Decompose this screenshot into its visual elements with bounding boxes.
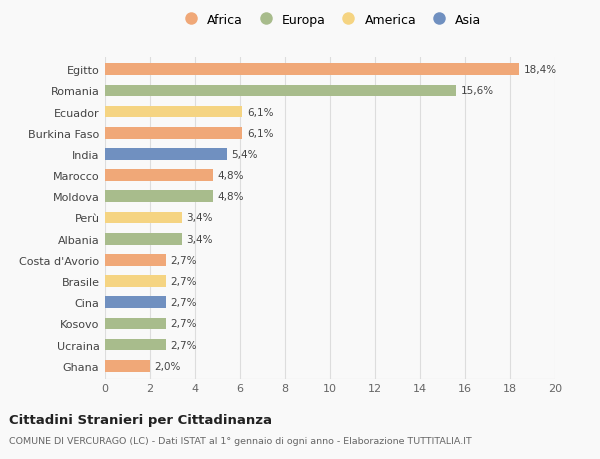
Bar bbox=[105, 170, 213, 182]
Text: 2,7%: 2,7% bbox=[170, 297, 197, 308]
Text: COMUNE DI VERCURAGO (LC) - Dati ISTAT al 1° gennaio di ogni anno - Elaborazione : COMUNE DI VERCURAGO (LC) - Dati ISTAT al… bbox=[9, 436, 472, 445]
Text: 6,1%: 6,1% bbox=[247, 129, 273, 139]
Text: 3,4%: 3,4% bbox=[186, 213, 212, 223]
Text: 5,4%: 5,4% bbox=[231, 150, 257, 160]
Text: 2,7%: 2,7% bbox=[170, 276, 197, 286]
Text: 15,6%: 15,6% bbox=[461, 86, 494, 96]
Bar bbox=[105, 233, 182, 245]
Text: 2,0%: 2,0% bbox=[155, 361, 181, 371]
Bar bbox=[105, 275, 166, 287]
Bar bbox=[105, 64, 519, 76]
Bar bbox=[105, 297, 166, 308]
Bar bbox=[105, 212, 182, 224]
Bar bbox=[105, 254, 166, 266]
Bar bbox=[105, 149, 227, 161]
Bar bbox=[105, 128, 242, 139]
Text: 4,8%: 4,8% bbox=[218, 192, 244, 202]
Text: 18,4%: 18,4% bbox=[523, 65, 557, 75]
Legend: Africa, Europa, America, Asia: Africa, Europa, America, Asia bbox=[179, 14, 481, 27]
Text: 4,8%: 4,8% bbox=[218, 171, 244, 181]
Bar bbox=[105, 85, 456, 97]
Bar bbox=[105, 360, 150, 372]
Text: 2,7%: 2,7% bbox=[170, 255, 197, 265]
Text: 2,7%: 2,7% bbox=[170, 340, 197, 350]
Bar bbox=[105, 106, 242, 118]
Text: 3,4%: 3,4% bbox=[186, 234, 212, 244]
Bar bbox=[105, 318, 166, 330]
Bar bbox=[105, 339, 166, 351]
Text: Cittadini Stranieri per Cittadinanza: Cittadini Stranieri per Cittadinanza bbox=[9, 413, 272, 426]
Text: 2,7%: 2,7% bbox=[170, 319, 197, 329]
Bar bbox=[105, 191, 213, 203]
Text: 6,1%: 6,1% bbox=[247, 107, 273, 118]
